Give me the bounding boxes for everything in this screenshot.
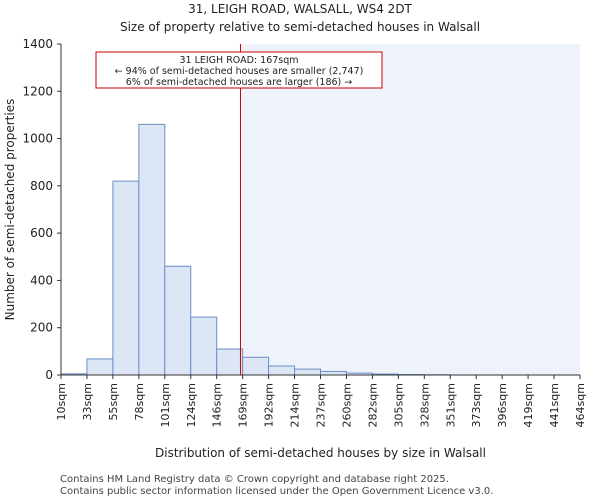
x-tick-label: 169sqm bbox=[237, 383, 250, 427]
y-tick-label: 1400 bbox=[22, 37, 53, 51]
annotation-title: 31 LEIGH ROAD: 167sqm bbox=[179, 55, 298, 66]
x-tick-label: 10sqm bbox=[55, 383, 68, 420]
x-tick-label: 373sqm bbox=[470, 383, 483, 427]
chart-title: 31, LEIGH ROAD, WALSALL, WS4 2DT bbox=[188, 2, 412, 16]
x-tick-label: 55sqm bbox=[107, 383, 120, 420]
y-tick-label: 400 bbox=[30, 273, 53, 287]
x-tick-label: 146sqm bbox=[211, 383, 224, 427]
y-axis-label: Number of semi-detached properties bbox=[3, 99, 17, 321]
x-axis-label: Distribution of semi-detached houses by … bbox=[155, 446, 486, 460]
histogram-bar bbox=[242, 356, 270, 376]
histogram-bar bbox=[112, 180, 140, 376]
x-tick-label: 78sqm bbox=[133, 383, 146, 420]
y-tick-label: 200 bbox=[30, 321, 53, 335]
x-tick-label: 33sqm bbox=[81, 383, 94, 420]
histogram-bar bbox=[164, 265, 192, 376]
larger-region-shading bbox=[240, 44, 580, 375]
histogram-bar bbox=[268, 365, 296, 376]
x-tick-label: 351sqm bbox=[444, 383, 457, 427]
histogram-bar bbox=[190, 316, 218, 376]
annotation-box bbox=[95, 51, 383, 89]
y-tick-label: 800 bbox=[30, 179, 53, 193]
x-tick-label: 192sqm bbox=[263, 383, 276, 427]
x-tick-label: 237sqm bbox=[315, 383, 328, 427]
annotation-larger: 6% of semi-detached houses are larger (1… bbox=[126, 77, 353, 88]
x-tick-label: 396sqm bbox=[496, 383, 509, 427]
histogram-chart: 0 200 400 600 800 1000 1200 1400 10sqm 33sqm 55sqm… bbox=[3, 37, 587, 460]
histogram-bar bbox=[294, 368, 321, 376]
histogram-bar bbox=[86, 358, 114, 376]
x-tick-label: 214sqm bbox=[289, 383, 302, 427]
histogram-bar bbox=[138, 123, 166, 376]
x-tick-label: 282sqm bbox=[366, 383, 379, 427]
footer-copyright: Contains HM Land Registry data © Crown c… bbox=[60, 474, 449, 485]
x-tick-label: 101sqm bbox=[159, 383, 172, 427]
y-tick-label: 0 bbox=[45, 368, 53, 382]
x-tick-label: 328sqm bbox=[418, 383, 431, 427]
y-tick-label: 1000 bbox=[22, 132, 53, 146]
x-tick-label: 441sqm bbox=[548, 383, 561, 427]
x-tick-label: 464sqm bbox=[574, 383, 587, 427]
chart-subtitle: Size of property relative to semi-detach… bbox=[119, 20, 481, 34]
y-tick-label: 1200 bbox=[22, 84, 53, 98]
x-tick-label: 419sqm bbox=[522, 383, 535, 427]
histogram-bar bbox=[216, 348, 244, 376]
y-tick-label: 600 bbox=[30, 226, 53, 240]
histogram-bar bbox=[320, 370, 347, 376]
footer-licence: Contains public sector information licen… bbox=[60, 486, 494, 497]
x-tick-label: 260sqm bbox=[340, 383, 353, 427]
annotation-smaller: ← 94% of semi-detached houses are smalle… bbox=[115, 66, 364, 77]
x-tick-label: 305sqm bbox=[392, 383, 405, 427]
x-tick-label: 124sqm bbox=[185, 383, 198, 427]
